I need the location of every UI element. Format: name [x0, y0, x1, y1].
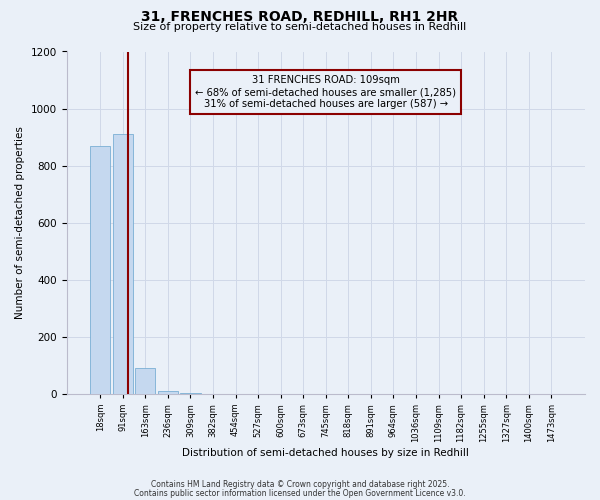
X-axis label: Distribution of semi-detached houses by size in Redhill: Distribution of semi-detached houses by … [182, 448, 469, 458]
Text: Size of property relative to semi-detached houses in Redhill: Size of property relative to semi-detach… [133, 22, 467, 32]
Bar [158, 391, 178, 394]
Text: Contains HM Land Registry data © Crown copyright and database right 2025.: Contains HM Land Registry data © Crown c… [151, 480, 449, 489]
Text: Contains public sector information licensed under the Open Government Licence v3: Contains public sector information licen… [134, 489, 466, 498]
Bar [181, 393, 200, 394]
Bar [90, 146, 110, 394]
Bar [113, 134, 133, 394]
Y-axis label: Number of semi-detached properties: Number of semi-detached properties [15, 126, 25, 319]
Text: 31 FRENCHES ROAD: 109sqm
← 68% of semi-detached houses are smaller (1,285)
31% o: 31 FRENCHES ROAD: 109sqm ← 68% of semi-d… [195, 76, 456, 108]
Bar [135, 368, 155, 394]
Text: 31, FRENCHES ROAD, REDHILL, RH1 2HR: 31, FRENCHES ROAD, REDHILL, RH1 2HR [142, 10, 458, 24]
